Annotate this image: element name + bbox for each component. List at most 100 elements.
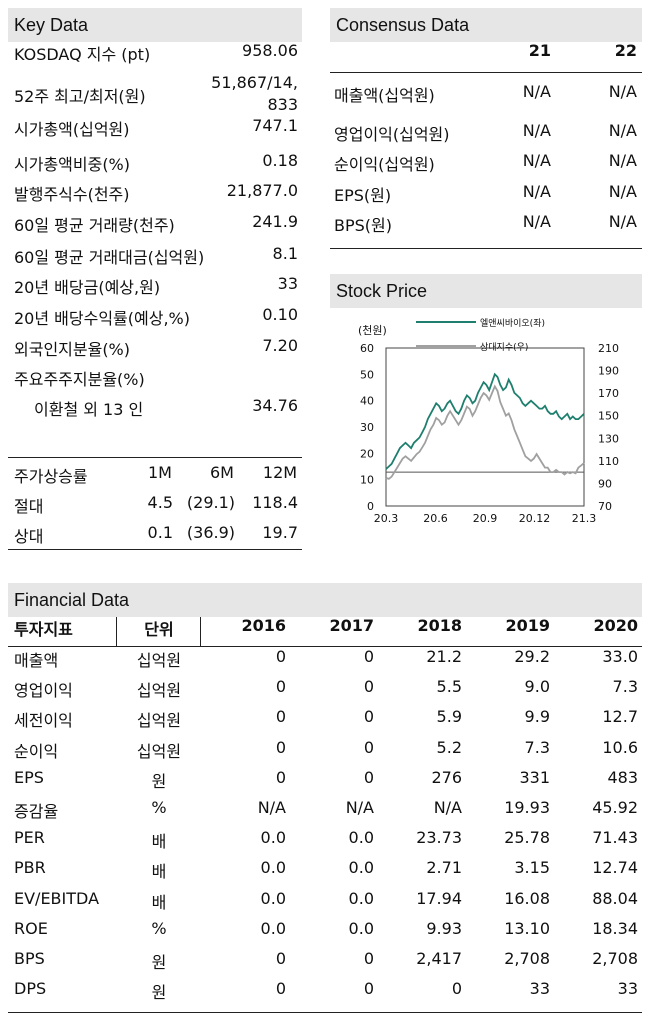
key-data-header: Key Data	[8, 8, 302, 42]
x-tick-label: 21.3	[572, 512, 597, 525]
returns-header-period: 6M	[210, 463, 234, 482]
financial-value: 0	[363, 979, 374, 998]
financial-value: 10.6	[602, 738, 638, 757]
financial-value: 9.9	[524, 707, 550, 726]
financial-value: 2.71	[426, 858, 462, 877]
consensus-value: N/A	[608, 121, 637, 140]
key-data-value: 833	[267, 95, 298, 114]
financial-value: 23.73	[416, 828, 462, 847]
key-data-value: 747.1	[252, 116, 298, 135]
financial-row-label: PBR	[14, 858, 46, 877]
consensus-value: N/A	[608, 82, 637, 101]
key-data-value: 241.9	[252, 212, 298, 231]
y-right-tick-label: 70	[598, 500, 612, 513]
financial-row-label: 매출액	[14, 651, 59, 670]
series-line-relative	[385, 384, 585, 480]
x-tick-label: 20.9	[473, 512, 498, 525]
key-data-label: 52주 최고/최저(원)	[14, 87, 146, 106]
financial-value: 0	[363, 949, 374, 968]
consensus-value: N/A	[608, 182, 637, 201]
y-right-tick-label: 210	[598, 342, 619, 355]
divider	[8, 457, 302, 458]
financial-value: 0.0	[348, 919, 374, 938]
returns-header-label: 주가상승률	[14, 467, 88, 486]
financial-header-unit: 단위	[144, 620, 174, 639]
key-data-value: 958.06	[242, 41, 298, 60]
key-data-value: 51,867/14,	[211, 73, 298, 92]
financial-row-unit: 배	[151, 893, 167, 912]
financial-row-label: EV/EBITDA	[14, 889, 100, 908]
financial-row-unit: 원	[151, 953, 167, 972]
y-right-tick-label: 110	[598, 455, 619, 468]
financial-value: 2,708	[592, 949, 638, 968]
financial-value: 17.94	[416, 889, 462, 908]
financial-header-year: 2018	[417, 616, 462, 635]
key-data-value: 0.10	[262, 305, 298, 324]
financial-header-year: 2020	[593, 616, 638, 635]
financial-value: 0	[275, 949, 286, 968]
financial-header-year: 2019	[505, 616, 550, 635]
y-left-tick-label: 10	[360, 474, 374, 487]
y-left-tick-label: 40	[360, 395, 374, 408]
financial-row-unit: %	[151, 798, 167, 817]
financial-row-unit: 십억원	[136, 742, 182, 761]
key-data-value: 0.18	[262, 151, 298, 170]
financial-row-label: PER	[14, 828, 45, 847]
y-right-tick-label: 130	[598, 432, 619, 445]
financial-value: N/A	[433, 798, 462, 817]
returns-value: (36.9)	[186, 523, 235, 542]
financial-value: 0	[275, 768, 286, 787]
y-right-tick-label: 170	[598, 387, 619, 400]
consensus-value: N/A	[608, 212, 637, 231]
financial-value: 9.93	[426, 919, 462, 938]
financial-row-label: 세전이익	[14, 711, 73, 730]
financial-value: 33	[529, 979, 550, 998]
financial-value: 18.34	[592, 919, 638, 938]
financial-row-unit: 원	[151, 772, 167, 791]
financial-value: 9.0	[524, 677, 550, 696]
financial-value: 0	[275, 738, 286, 757]
divider	[330, 72, 642, 73]
financial-value: 0	[275, 647, 286, 666]
financial-value: 0.0	[260, 919, 286, 938]
financial-value: 5.9	[436, 707, 462, 726]
stock-price-chart: (천원) 엘앤씨바이오(좌) 상대지수(우) 0 10 20 30 40 50 60 70 90 110…	[358, 318, 619, 525]
financial-row-label: DPS	[14, 979, 47, 998]
key-data-value: 8.1	[272, 244, 298, 263]
key-data-value: 7.20	[262, 336, 298, 355]
key-data-label: KOSDAQ 지수 (pt)	[14, 45, 151, 64]
financial-row-label: 증감율	[14, 802, 59, 821]
returns-value: 118.4	[252, 493, 298, 512]
key-data-label: 시가총액비중(%)	[14, 155, 131, 174]
stock-price-header: Stock Price	[330, 274, 642, 308]
financial-value: 7.3	[524, 738, 550, 757]
column-divider	[200, 617, 201, 646]
financial-value: 21.2	[426, 647, 462, 666]
divider	[8, 1012, 642, 1013]
financial-value: 0.0	[260, 828, 286, 847]
divider	[8, 646, 642, 647]
divider	[8, 549, 302, 550]
financial-value: 0.0	[348, 889, 374, 908]
y-right-tick-label: 90	[598, 477, 612, 490]
financial-value: 13.10	[504, 919, 550, 938]
financial-value: 88.04	[592, 889, 638, 908]
key-data-label: 시가총액(십억원)	[14, 120, 130, 139]
financial-value: 0.0	[348, 858, 374, 877]
consensus-label: EPS(원)	[334, 186, 392, 205]
y-left-tick-label: 30	[360, 421, 374, 434]
legend-label-relative: 상대지수(우)	[480, 342, 528, 353]
financial-data-header: Financial Data	[8, 583, 642, 617]
financial-row-unit: 십억원	[136, 651, 182, 670]
financial-value: 25.78	[504, 828, 550, 847]
financial-value: 0	[363, 707, 374, 726]
returns-header-period: 12M	[262, 463, 298, 482]
key-data-label: 20년 배당수익률(예상,%)	[14, 309, 190, 328]
financial-value: 19.93	[504, 798, 550, 817]
financial-value: N/A	[257, 798, 286, 817]
financial-row-unit: 십억원	[136, 711, 182, 730]
financial-row-unit: %	[151, 919, 167, 938]
financial-row-unit: 배	[151, 832, 167, 851]
returns-header-period: 1M	[148, 463, 172, 482]
key-data-value: 33	[277, 274, 298, 293]
